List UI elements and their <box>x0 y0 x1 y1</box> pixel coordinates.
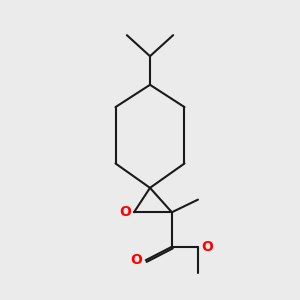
Text: O: O <box>119 205 131 219</box>
Text: O: O <box>130 253 142 267</box>
Text: O: O <box>201 240 213 254</box>
